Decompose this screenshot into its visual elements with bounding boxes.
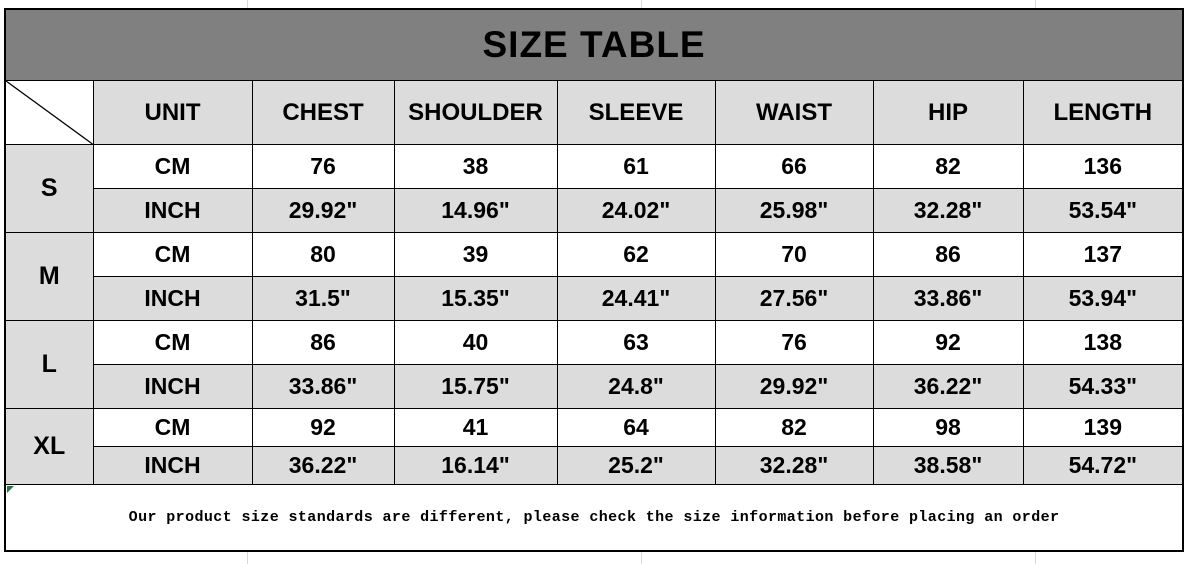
size-label: L — [4, 320, 94, 409]
cell-length-inch: 53.54" — [1022, 188, 1184, 233]
cell-chest-inch: 31.5" — [251, 276, 395, 321]
title-row: SIZE TABLE — [4, 8, 1184, 81]
cell-hip-inch: 33.86" — [872, 276, 1024, 321]
cell-shoulder-inch: 15.35" — [393, 276, 558, 321]
cell-waist-cm: 76 — [714, 320, 874, 365]
table-row: XL CM 92 41 64 82 98 139 — [4, 408, 1184, 485]
cell-chest-inch: 29.92" — [251, 188, 395, 233]
unit-label-cm: CM — [92, 320, 253, 365]
unit-label-inch: INCH — [92, 364, 253, 409]
table-row: S CM 76 38 61 66 82 136 — [4, 144, 1184, 233]
cell-hip-inch: 36.22" — [872, 364, 1024, 409]
cell-waist-cm: 66 — [714, 144, 874, 189]
cell-shoulder-cm: 41 — [393, 408, 558, 447]
table-row: INCH 33.86" 15.75" 24.8" 29.92" 36.22" 5… — [5, 364, 1184, 409]
corner-diagonal-cell — [4, 80, 94, 145]
cell-length-cm: 136 — [1022, 144, 1184, 189]
cell-shoulder-cm: 39 — [393, 232, 558, 277]
cell-waist-inch: 32.28" — [714, 446, 874, 485]
cell-chest-cm: 76 — [251, 144, 395, 189]
cell-hip-cm: 82 — [872, 144, 1024, 189]
cell-shoulder-inch: 15.75" — [393, 364, 558, 409]
cell-shoulder-cm: 38 — [393, 144, 558, 189]
diagonal-split-icon — [6, 81, 93, 144]
size-label: XL — [4, 408, 94, 485]
cell-waist-inch: 29.92" — [714, 364, 874, 409]
cell-length-inch: 53.94" — [1022, 276, 1184, 321]
table-row: INCH 36.22" 16.14" 25.2" 32.28" 38.58" 5… — [5, 446, 1184, 485]
cell-length-cm: 137 — [1022, 232, 1184, 277]
unit-label-inch: INCH — [92, 276, 253, 321]
table-row: INCH 31.5" 15.35" 24.41" 27.56" 33.86" 5… — [5, 276, 1184, 321]
cell-waist-cm: 70 — [714, 232, 874, 277]
unit-label-inch: INCH — [92, 188, 253, 233]
header-row: UNIT CHEST SHOULDER SLEEVE WAIST HIP LEN… — [4, 80, 1184, 145]
note-row: Our product size standards are different… — [4, 484, 1184, 552]
column-header-waist: WAIST — [714, 80, 874, 145]
cell-chest-cm: 80 — [251, 232, 395, 277]
size-table: SIZE TABLE UNIT CHEST SHOULDER SLEEVE WA… — [4, 8, 1185, 552]
size-note-text: Our product size standards are different… — [128, 509, 1060, 526]
cell-waist-inch: 27.56" — [714, 276, 874, 321]
size-label: M — [4, 232, 94, 321]
cell-chest-inch: 33.86" — [251, 364, 395, 409]
column-header-hip: HIP — [872, 80, 1024, 145]
column-header-length: LENGTH — [1022, 80, 1184, 145]
cell-sleeve-cm: 62 — [556, 232, 716, 277]
cell-length-cm: 138 — [1022, 320, 1184, 365]
cell-shoulder-cm: 40 — [393, 320, 558, 365]
cell-sleeve-cm: 63 — [556, 320, 716, 365]
cell-waist-inch: 25.98" — [714, 188, 874, 233]
cell-sleeve-cm: 64 — [556, 408, 716, 447]
cell-sleeve-cm: 61 — [556, 144, 716, 189]
cell-length-cm: 139 — [1022, 408, 1184, 447]
cell-hip-cm: 92 — [872, 320, 1024, 365]
cell-length-inch: 54.33" — [1022, 364, 1184, 409]
size-table-container: SIZE TABLE UNIT CHEST SHOULDER SLEEVE WA… — [4, 8, 1185, 552]
column-header-chest: CHEST — [251, 80, 395, 145]
size-note: Our product size standards are different… — [4, 484, 1184, 552]
cell-chest-cm: 92 — [251, 408, 395, 447]
unit-label-inch: INCH — [92, 446, 253, 485]
cell-hip-inch: 38.58" — [872, 446, 1024, 485]
unit-label-cm: CM — [92, 144, 253, 189]
cell-hip-cm: 98 — [872, 408, 1024, 447]
cell-chest-inch: 36.22" — [251, 446, 395, 485]
cell-sleeve-inch: 24.8" — [556, 364, 716, 409]
cell-waist-cm: 82 — [714, 408, 874, 447]
unit-label-cm: CM — [92, 408, 253, 447]
column-header-unit: UNIT — [92, 80, 253, 145]
table-row: M CM 80 39 62 70 86 137 — [4, 232, 1184, 321]
column-header-shoulder: SHOULDER — [393, 80, 558, 145]
cell-hip-inch: 32.28" — [872, 188, 1024, 233]
page-title: SIZE TABLE — [4, 8, 1184, 81]
table-row: INCH 29.92" 14.96" 24.02" 25.98" 32.28" … — [5, 188, 1184, 233]
size-label: S — [4, 144, 94, 233]
cell-chest-cm: 86 — [251, 320, 395, 365]
error-indicator-icon — [7, 486, 14, 493]
cell-hip-cm: 86 — [872, 232, 1024, 277]
column-header-sleeve: SLEEVE — [556, 80, 716, 145]
unit-label-cm: CM — [92, 232, 253, 277]
table-row: L CM 86 40 63 76 92 138 — [4, 320, 1184, 409]
cell-shoulder-inch: 16.14" — [393, 446, 558, 485]
cell-shoulder-inch: 14.96" — [393, 188, 558, 233]
cell-sleeve-inch: 24.41" — [556, 276, 716, 321]
cell-sleeve-inch: 25.2" — [556, 446, 716, 485]
cell-sleeve-inch: 24.02" — [556, 188, 716, 233]
cell-length-inch: 54.72" — [1022, 446, 1184, 485]
